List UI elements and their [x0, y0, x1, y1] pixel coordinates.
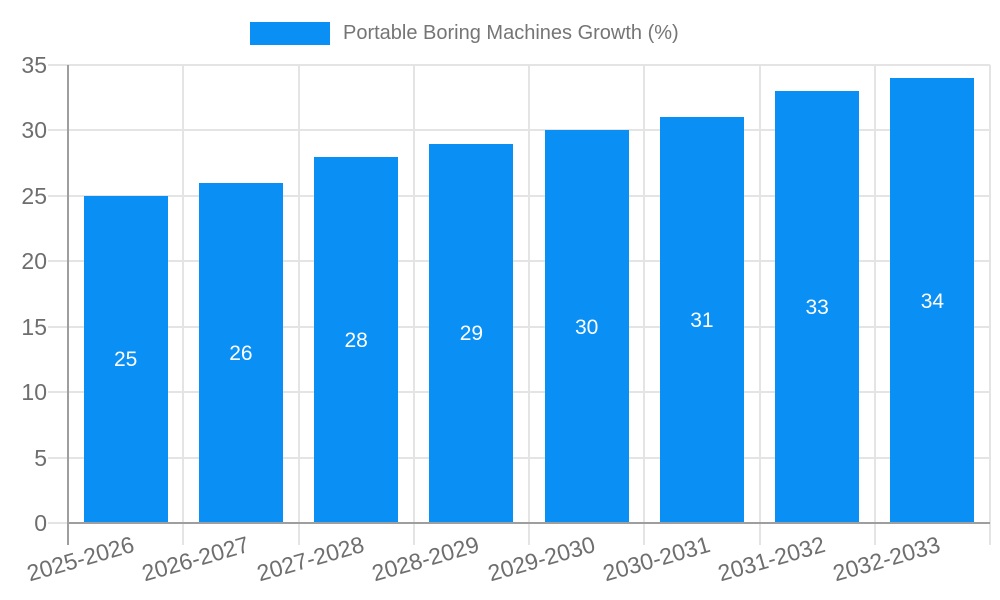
y-gridline: [48, 456, 990, 459]
x-gridline: [297, 65, 300, 545]
bar: 31: [659, 117, 744, 523]
y-tick-label: 30: [21, 117, 47, 144]
x-gridline: [873, 65, 876, 545]
bar: 34: [890, 78, 975, 523]
x-gridline: [758, 65, 761, 545]
y-gridline: [48, 325, 990, 328]
y-tick-label: 0: [34, 510, 47, 536]
bar-value-label: 29: [459, 322, 484, 346]
y-axis-line: [67, 65, 69, 545]
y-tick-label: 15: [21, 313, 47, 340]
x-tick-label: 2028-2029: [369, 531, 483, 587]
y-tick-label: 20: [21, 248, 47, 275]
y-gridline: [48, 129, 990, 132]
bar-value-label: 34: [920, 289, 945, 313]
bar-value-label: 30: [574, 315, 599, 339]
legend-label: Portable Boring Machines Growth (%): [343, 22, 679, 44]
y-tick-label: 10: [21, 379, 47, 406]
x-axis-line: [68, 522, 990, 524]
x-tick-label: 2032-2033: [830, 531, 944, 587]
bar-value-label: 31: [690, 309, 714, 333]
y-tick-label: 25: [21, 182, 47, 209]
y-tick-label: 5: [34, 444, 47, 471]
y-gridline: [48, 194, 990, 197]
bar: 30: [544, 130, 629, 523]
x-tick-label: 2027-2028: [254, 531, 368, 587]
bar: 33: [775, 91, 860, 523]
bar-value-label: 26: [229, 341, 253, 365]
x-gridline: [182, 65, 185, 545]
y-gridline: [48, 64, 990, 66]
y-gridline: [48, 260, 990, 263]
x-tick-label: 2029-2030: [484, 531, 598, 587]
bar: 25: [83, 195, 168, 523]
bar-value-label: 33: [805, 296, 829, 320]
x-gridline: [528, 65, 530, 545]
bar-value-label: 28: [344, 328, 368, 352]
x-tick-label: 2030-2031: [599, 531, 713, 587]
x-tick-label: 2025-2026: [23, 531, 137, 587]
bar-value-label: 25: [113, 348, 138, 372]
bar: 29: [429, 143, 514, 523]
y-tick-label: 35: [21, 52, 47, 78]
legend-swatch: [250, 22, 330, 45]
x-tick-label: 2026-2027: [138, 531, 252, 587]
bar: 28: [314, 156, 399, 523]
bar: 26: [198, 182, 283, 523]
x-tick-label: 2031-2032: [715, 531, 829, 587]
x-gridline: [643, 65, 646, 545]
x-gridline: [412, 65, 415, 545]
x-gridline: [989, 65, 991, 545]
y-gridline: [48, 391, 990, 394]
